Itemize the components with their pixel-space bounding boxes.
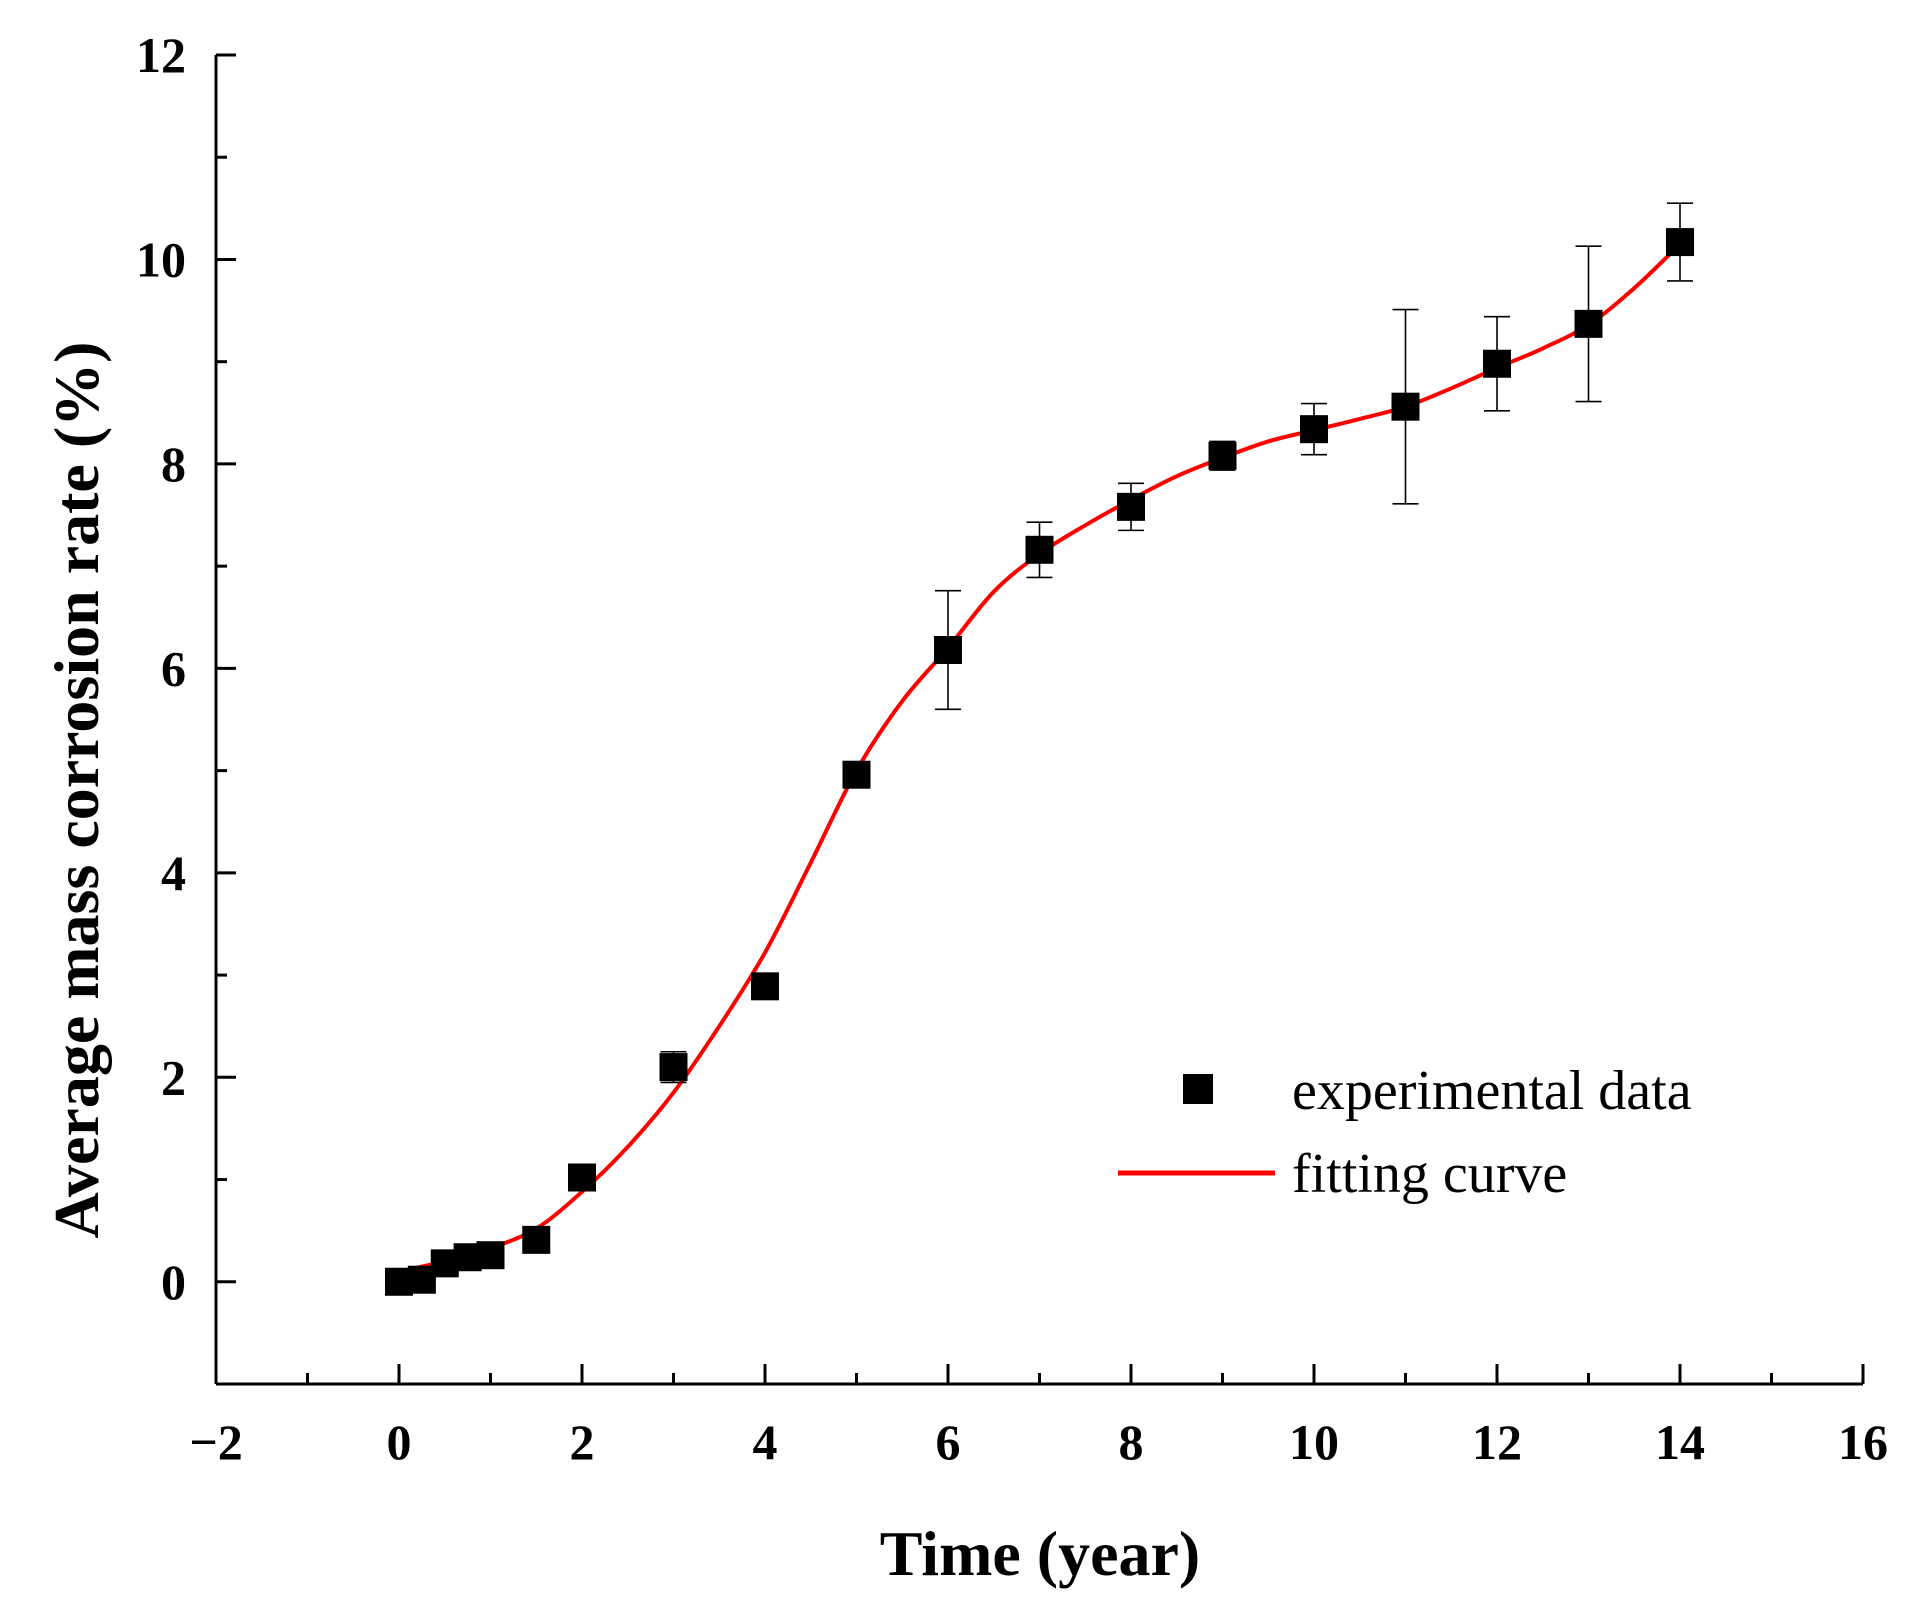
error-bar-layer — [569, 202, 1693, 1187]
data-point-marker — [751, 972, 779, 1001]
y-tick-label: 8 — [161, 436, 186, 492]
legend-marker-experimental — [1183, 1074, 1213, 1104]
legend: experimental data fitting curve — [1118, 1060, 1692, 1205]
x-tick-label: 14 — [1655, 1414, 1705, 1470]
x-tick-label: −2 — [189, 1414, 243, 1470]
y-tick-label: 4 — [161, 845, 186, 901]
x-axis-title: Time (year) — [880, 1518, 1200, 1589]
data-point-marker — [568, 1163, 596, 1192]
legend-label-experimental: experimental data — [1292, 1060, 1692, 1122]
y-axis-title: Average mass corrosion rate (%) — [41, 342, 112, 1239]
data-point-marker — [1025, 535, 1054, 564]
axes-layer: −2 0 2 4 6 8 10 12 14 16 0 2 4 6 8 10 12 — [136, 27, 1888, 1470]
data-point-marker — [476, 1241, 505, 1270]
data-point-marker — [842, 760, 871, 789]
y-tick-label: 2 — [161, 1049, 186, 1105]
data-point-marker — [659, 1053, 688, 1082]
data-point-marker — [1483, 349, 1511, 378]
x-tick-label: 8 — [1119, 1414, 1144, 1470]
x-tick-label: 16 — [1838, 1414, 1888, 1470]
y-tick-label: 6 — [161, 640, 186, 696]
x-tick-label: 6 — [936, 1414, 961, 1470]
data-point-marker — [522, 1225, 551, 1254]
y-tick-label: 10 — [136, 231, 186, 287]
y-tick-label: 0 — [161, 1254, 186, 1310]
x-tick-label: 10 — [1289, 1414, 1339, 1470]
legend-label-fitting: fitting curve — [1292, 1143, 1567, 1205]
fitting-curve-line — [398, 242, 1682, 1274]
data-point-marker — [1300, 415, 1328, 444]
data-point-marker — [1117, 492, 1145, 521]
data-point-marker — [1391, 392, 1420, 421]
x-tick-label: 4 — [753, 1414, 778, 1470]
y-tick-label: 12 — [136, 27, 186, 83]
data-point-marker — [1666, 228, 1694, 257]
fit-curve-layer — [398, 242, 1682, 1274]
data-point-marker — [1208, 441, 1237, 470]
marker-layer — [385, 228, 1694, 1296]
x-tick-label: 2 — [570, 1414, 595, 1470]
data-point-marker — [1574, 309, 1603, 338]
x-tick-label: 12 — [1472, 1414, 1522, 1470]
data-point-marker — [934, 635, 962, 664]
x-tick-label: 0 — [387, 1414, 412, 1470]
